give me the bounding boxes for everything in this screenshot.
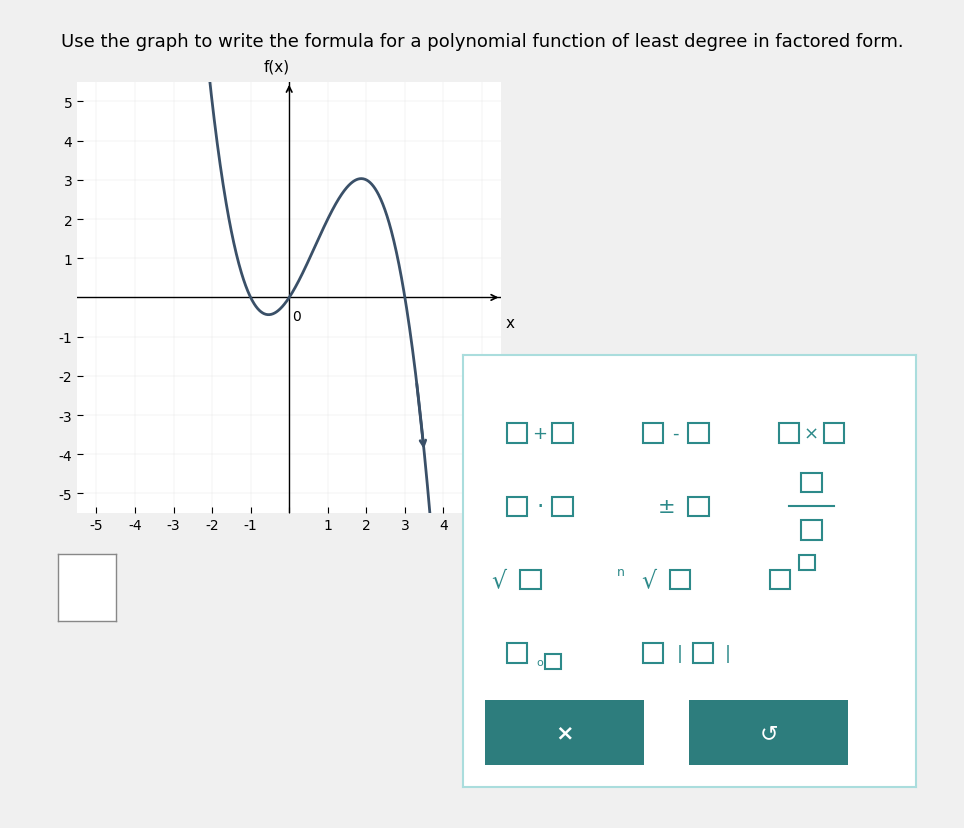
Text: 0: 0 — [292, 310, 301, 324]
Bar — [485, 700, 644, 765]
Bar — [689, 700, 848, 765]
Text: +: + — [532, 425, 548, 442]
Text: -: - — [673, 425, 679, 442]
Bar — [799, 555, 815, 570]
Bar — [643, 643, 663, 662]
X-axis label: x: x — [505, 315, 514, 330]
Text: ↺: ↺ — [760, 723, 778, 743]
Bar — [801, 521, 821, 540]
Text: √: √ — [492, 568, 506, 592]
Bar — [552, 424, 573, 443]
Bar — [507, 497, 527, 517]
Text: ±: ± — [657, 497, 676, 517]
Bar — [801, 474, 821, 493]
Bar — [552, 497, 573, 517]
Bar — [824, 424, 844, 443]
Text: √: √ — [641, 568, 656, 592]
Text: n: n — [617, 565, 626, 578]
Bar — [546, 654, 561, 669]
Bar — [693, 643, 713, 662]
Bar — [643, 424, 663, 443]
Bar — [521, 570, 541, 590]
Bar — [779, 424, 799, 443]
Text: ×: × — [555, 723, 574, 743]
Bar — [688, 424, 709, 443]
Bar — [688, 497, 709, 517]
Bar — [507, 643, 527, 662]
Y-axis label: f(x): f(x) — [263, 60, 289, 75]
Bar — [670, 570, 690, 590]
Text: ·: · — [536, 495, 544, 518]
Bar — [769, 570, 790, 590]
Text: |: | — [677, 644, 683, 662]
Text: ×: × — [804, 425, 819, 442]
Text: Use the graph to write the formula for a polynomial function of least degree in : Use the graph to write the formula for a… — [61, 33, 903, 51]
Bar — [507, 424, 527, 443]
Text: o: o — [536, 657, 543, 667]
Text: |: | — [725, 644, 731, 662]
